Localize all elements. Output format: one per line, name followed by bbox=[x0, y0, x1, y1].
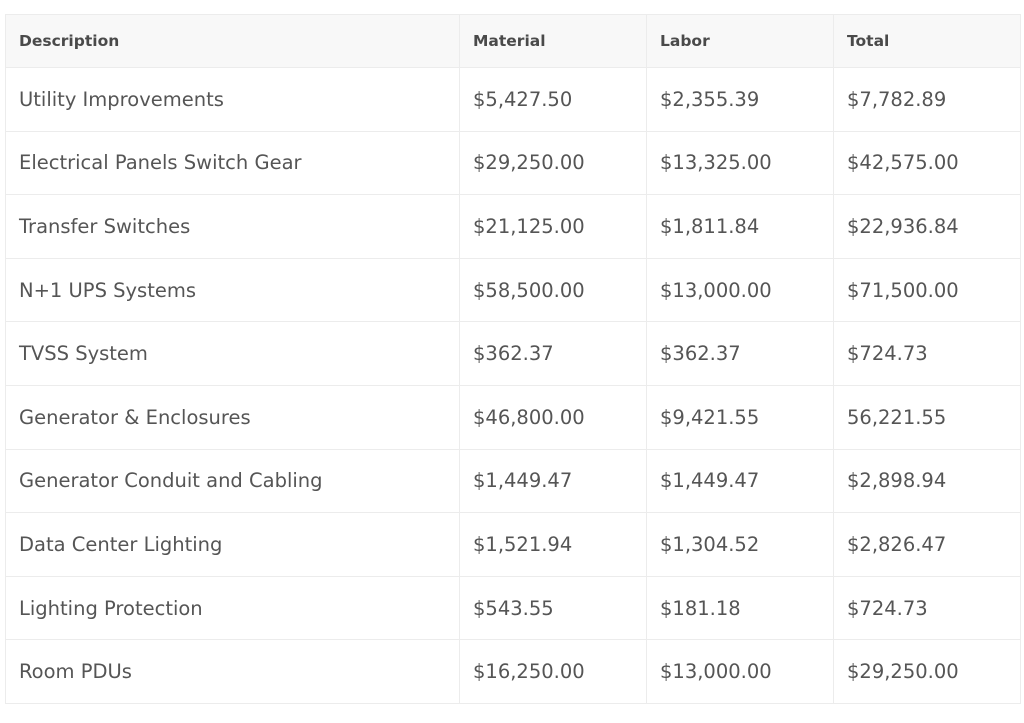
description-cell: Data Center Lighting bbox=[5, 512, 460, 577]
description-cell: N+1 UPS Systems bbox=[5, 257, 460, 323]
labor-cell: $13,000.00 bbox=[646, 639, 834, 704]
labor-cell: $181.18 bbox=[646, 575, 834, 641]
material-cell: $1,449.47 bbox=[459, 448, 647, 514]
total-cell: $2,826.47 bbox=[833, 512, 1021, 577]
material-cell: $58,500.00 bbox=[459, 257, 647, 323]
description-cell: Lighting Protection bbox=[5, 575, 460, 641]
labor-cell: $9,421.55 bbox=[646, 384, 834, 450]
table-row: Lighting Protection $543.55 $181.18 $724.73 bbox=[5, 575, 1021, 641]
header-description: Description bbox=[5, 14, 460, 68]
header-material: Material bbox=[459, 14, 647, 68]
table-row: Generator & Enclosures $46,800.00 $9,421.5… bbox=[5, 384, 1021, 450]
material-cell: $5,427.50 bbox=[459, 67, 647, 132]
total-cell: 56,221.55 bbox=[833, 384, 1021, 450]
description-cell: Room PDUs bbox=[5, 639, 460, 704]
labor-cell: $1,304.52 bbox=[646, 512, 834, 577]
header-row: Description Material Labor Total bbox=[5, 14, 1021, 68]
total-cell: $42,575.00 bbox=[833, 130, 1021, 196]
material-cell: $46,800.00 bbox=[459, 384, 647, 450]
description-cell: Generator Conduit and Cabling bbox=[5, 448, 460, 514]
header-total: Total bbox=[833, 14, 1021, 68]
table-row: N+1 UPS Systems $58,500.00 $13,000.00 $71,5… bbox=[5, 257, 1021, 323]
total-cell: $724.73 bbox=[833, 321, 1021, 386]
material-cell: $362.37 bbox=[459, 321, 647, 386]
table-row: Generator Conduit and Cabling $1,449.47 $1… bbox=[5, 448, 1021, 514]
table-row: TVSS System $362.37 $362.37 $724.73 bbox=[5, 321, 1021, 386]
header-labor: Labor bbox=[646, 14, 834, 68]
total-cell: $724.73 bbox=[833, 575, 1021, 641]
material-cell: $1,521.94 bbox=[459, 512, 647, 577]
total-cell: $71,500.00 bbox=[833, 257, 1021, 323]
labor-cell: $2,355.39 bbox=[646, 67, 834, 132]
material-cell: $21,125.00 bbox=[459, 194, 647, 259]
labor-cell: $13,000.00 bbox=[646, 257, 834, 323]
total-cell: $29,250.00 bbox=[833, 639, 1021, 704]
total-cell: $7,782.89 bbox=[833, 67, 1021, 132]
labor-cell: $13,325.00 bbox=[646, 130, 834, 196]
description-cell: Utility Improvements bbox=[5, 67, 460, 132]
material-cell: $16,250.00 bbox=[459, 639, 647, 704]
material-cell: $543.55 bbox=[459, 575, 647, 641]
labor-cell: $1,449.47 bbox=[646, 448, 834, 514]
table-row: Transfer Switches $21,125.00 $1,811.84 $22,… bbox=[5, 194, 1021, 259]
description-cell: Electrical Panels Switch Gear bbox=[5, 130, 460, 196]
table-row: Utility Improvements $5,427.50 $2,355.39 $7… bbox=[5, 67, 1021, 132]
material-cell: $29,250.00 bbox=[459, 130, 647, 196]
table-row: Electrical Panels Switch Gear $29,250.00 $… bbox=[5, 130, 1021, 196]
labor-cell: $1,811.84 bbox=[646, 194, 834, 259]
labor-cell: $362.37 bbox=[646, 321, 834, 386]
total-cell: $22,936.84 bbox=[833, 194, 1021, 259]
table-row: Data Center Lighting $1,521.94 $1,304.52 $2… bbox=[5, 512, 1021, 577]
cost-table: Description Material Labor Total Utility… bbox=[5, 14, 1021, 704]
description-cell: Transfer Switches bbox=[5, 194, 460, 259]
table-row: Room PDUs $16,250.00 $13,000.00 $29,250.00 bbox=[5, 639, 1021, 704]
total-cell: $2,898.94 bbox=[833, 448, 1021, 514]
description-cell: TVSS System bbox=[5, 321, 460, 386]
description-cell: Generator & Enclosures bbox=[5, 384, 460, 450]
